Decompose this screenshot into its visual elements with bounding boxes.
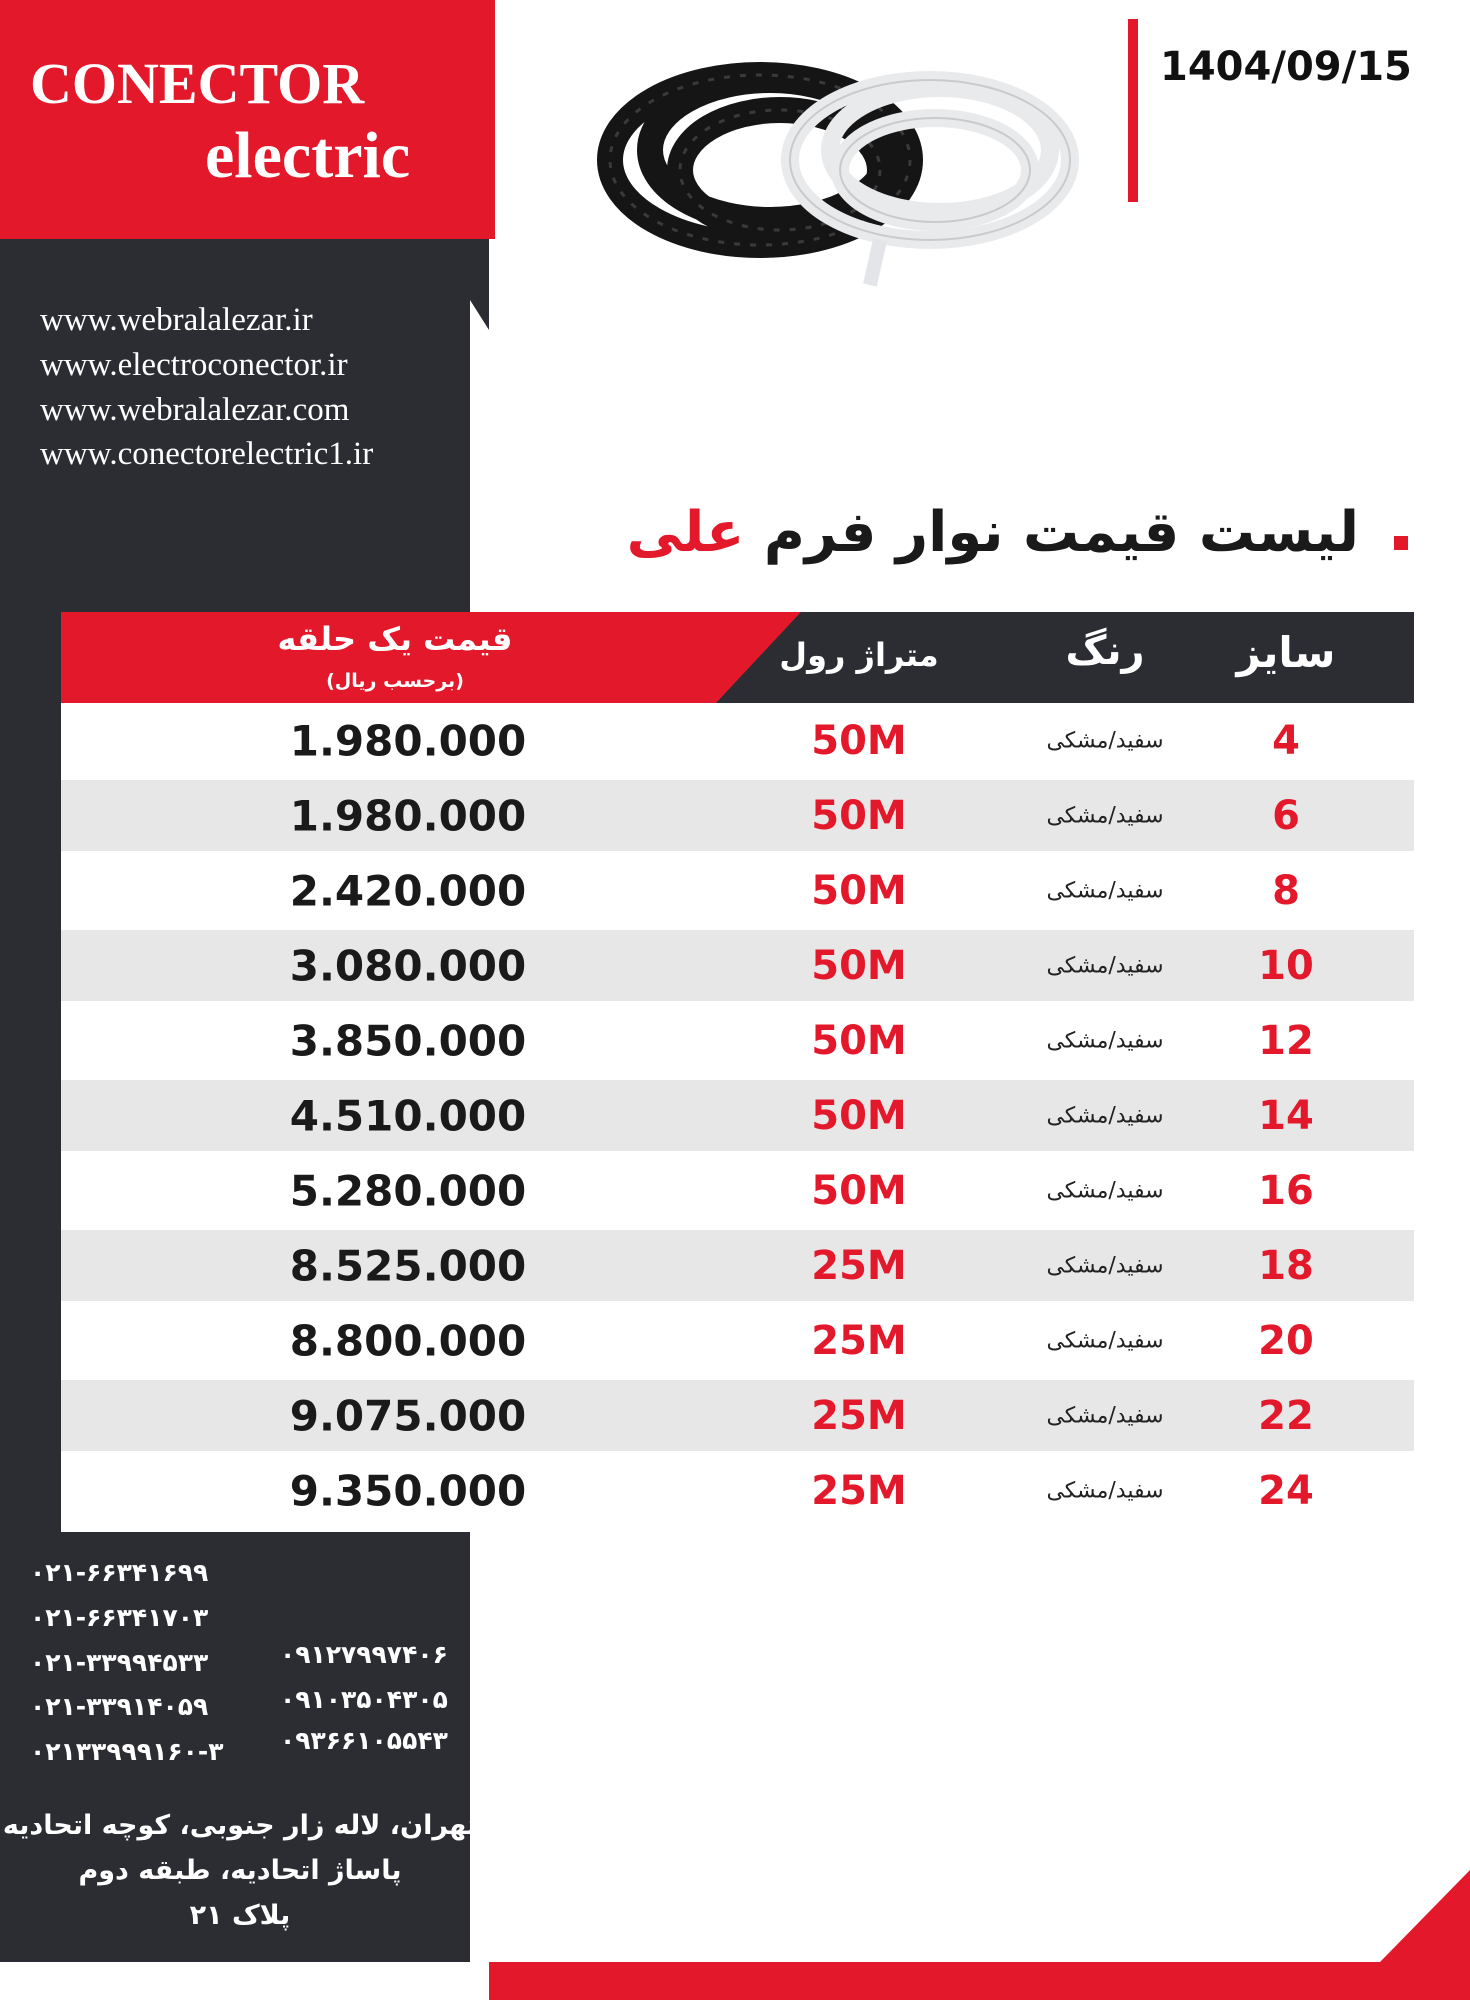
- phone: ۰۲۱۳۳۹۹۹۱۶۰-۳: [30, 1737, 224, 1766]
- logo-text: electric: [205, 119, 411, 192]
- table: [61, 612, 1414, 1532]
- row-background: [61, 1080, 1414, 1151]
- length-cell: 50M: [811, 942, 907, 989]
- color-cell: سفید/مشکی: [1046, 1253, 1164, 1278]
- title-bullet: [1394, 536, 1408, 550]
- length-cell: 50M: [811, 1017, 907, 1064]
- price-cell: 8.800.000: [289, 1316, 527, 1365]
- column-header: متراژ رول: [779, 636, 939, 674]
- date-bar: [1128, 19, 1138, 202]
- date: 1404/09/15: [1160, 44, 1412, 90]
- color-cell: سفید/مشکی: [1046, 1178, 1164, 1203]
- color-cell: سفید/مشکی: [1046, 1028, 1164, 1053]
- color-cell: سفید/مشکی: [1046, 1403, 1164, 1428]
- length-cell: 50M: [811, 1167, 907, 1214]
- length-cell: 25M: [811, 1467, 907, 1514]
- length-cell: 25M: [811, 1317, 907, 1364]
- table-header: [61, 612, 1414, 703]
- row-background: [61, 780, 1414, 851]
- length-cell: 50M: [811, 1092, 907, 1139]
- size-cell: 24: [1258, 1467, 1314, 1514]
- website: www.conectorelectric1.ir: [40, 436, 374, 472]
- size-cell: 14: [1258, 1092, 1314, 1139]
- mobile: ۰۹۳۶۶۱۰۵۵۴۳: [280, 1726, 448, 1755]
- size-cell: 22: [1258, 1392, 1314, 1439]
- website: www.webralalezar.ir: [40, 302, 313, 338]
- phone: ۰۲۱-۶۶۳۴۱۶۹۹: [30, 1558, 209, 1587]
- corner-accent: [1380, 1870, 1470, 1962]
- logo-text: CONECTOR: [30, 51, 365, 116]
- size-cell: 4: [1272, 717, 1300, 764]
- price-cell: 8.525.000: [289, 1241, 527, 1290]
- phone: ۰۲۱-۳۳۹۹۴۵۳۳: [30, 1648, 209, 1677]
- price-cell: 9.350.000: [289, 1466, 527, 1515]
- row-background: [61, 930, 1414, 1001]
- phone: ۰۲۱-۶۶۳۴۱۷۰۳: [30, 1603, 209, 1632]
- logo-block: [0, 0, 495, 239]
- website: www.webralalezar.com: [40, 392, 350, 428]
- color-cell: سفید/مشکی: [1046, 953, 1164, 978]
- length-cell: 50M: [811, 717, 907, 764]
- title-text: لیست قیمت نوار فرم: [763, 500, 1359, 565]
- address-line: پاساژ اتحادیه، طبقه دوم: [78, 1855, 402, 1886]
- price-cell: 5.280.000: [289, 1166, 527, 1215]
- size-cell: 6: [1272, 792, 1300, 839]
- color-cell: سفید/مشکی: [1046, 728, 1164, 753]
- color-cell: سفید/مشکی: [1046, 1328, 1164, 1353]
- row-background: [61, 1380, 1414, 1451]
- length-cell: 50M: [811, 867, 907, 914]
- mobile: ۰۹۱۲۷۹۹۷۴۰۶: [280, 1640, 448, 1669]
- title-highlight: علی: [626, 500, 745, 565]
- column-header: سایز: [1236, 628, 1336, 677]
- price-cell: 1.980.000: [289, 791, 527, 840]
- price-cell: 1.980.000: [289, 716, 527, 765]
- price-cell: 9.075.000: [289, 1391, 527, 1440]
- row-background: [61, 1230, 1414, 1301]
- color-cell: سفید/مشکی: [1046, 1103, 1164, 1128]
- color-cell: سفید/مشکی: [1046, 803, 1164, 828]
- size-cell: 12: [1258, 1017, 1314, 1064]
- address-line: تهران، لاله زار جنوبی، کوچه اتحادیه: [2, 1810, 478, 1841]
- mobile: ۰۹۱۰۳۵۰۴۳۰۵: [280, 1685, 448, 1714]
- phone: ۰۲۱-۳۳۹۱۴۰۵۹: [30, 1692, 209, 1721]
- price-cell: 4.510.000: [289, 1091, 527, 1140]
- length-cell: 25M: [811, 1392, 907, 1439]
- size-cell: 16: [1258, 1167, 1314, 1214]
- bottom-strip: [489, 1962, 1470, 2000]
- color-cell: سفید/مشکی: [1046, 878, 1164, 903]
- price-cell: 3.850.000: [289, 1016, 527, 1065]
- website: www.electroconector.ir: [40, 347, 348, 383]
- size-cell: 10: [1258, 942, 1314, 989]
- size-cell: 8: [1272, 867, 1300, 914]
- column-header: قیمت یک حلقه: [277, 620, 513, 658]
- size-cell: 18: [1258, 1242, 1314, 1289]
- product-image: [597, 62, 1079, 287]
- title: لیست قیمت نوار فرم علی: [627, 500, 1359, 565]
- price-cell: 2.420.000: [289, 866, 527, 915]
- address-line: پلاک ۲۱: [189, 1900, 291, 1931]
- length-cell: 50M: [811, 792, 907, 839]
- size-cell: 20: [1258, 1317, 1314, 1364]
- price-cell: 3.080.000: [289, 941, 527, 990]
- color-cell: سفید/مشکی: [1046, 1478, 1164, 1503]
- column-header: رنگ: [1065, 628, 1145, 674]
- length-cell: 25M: [811, 1242, 907, 1289]
- column-subheader: (برحسب ریال): [326, 670, 464, 692]
